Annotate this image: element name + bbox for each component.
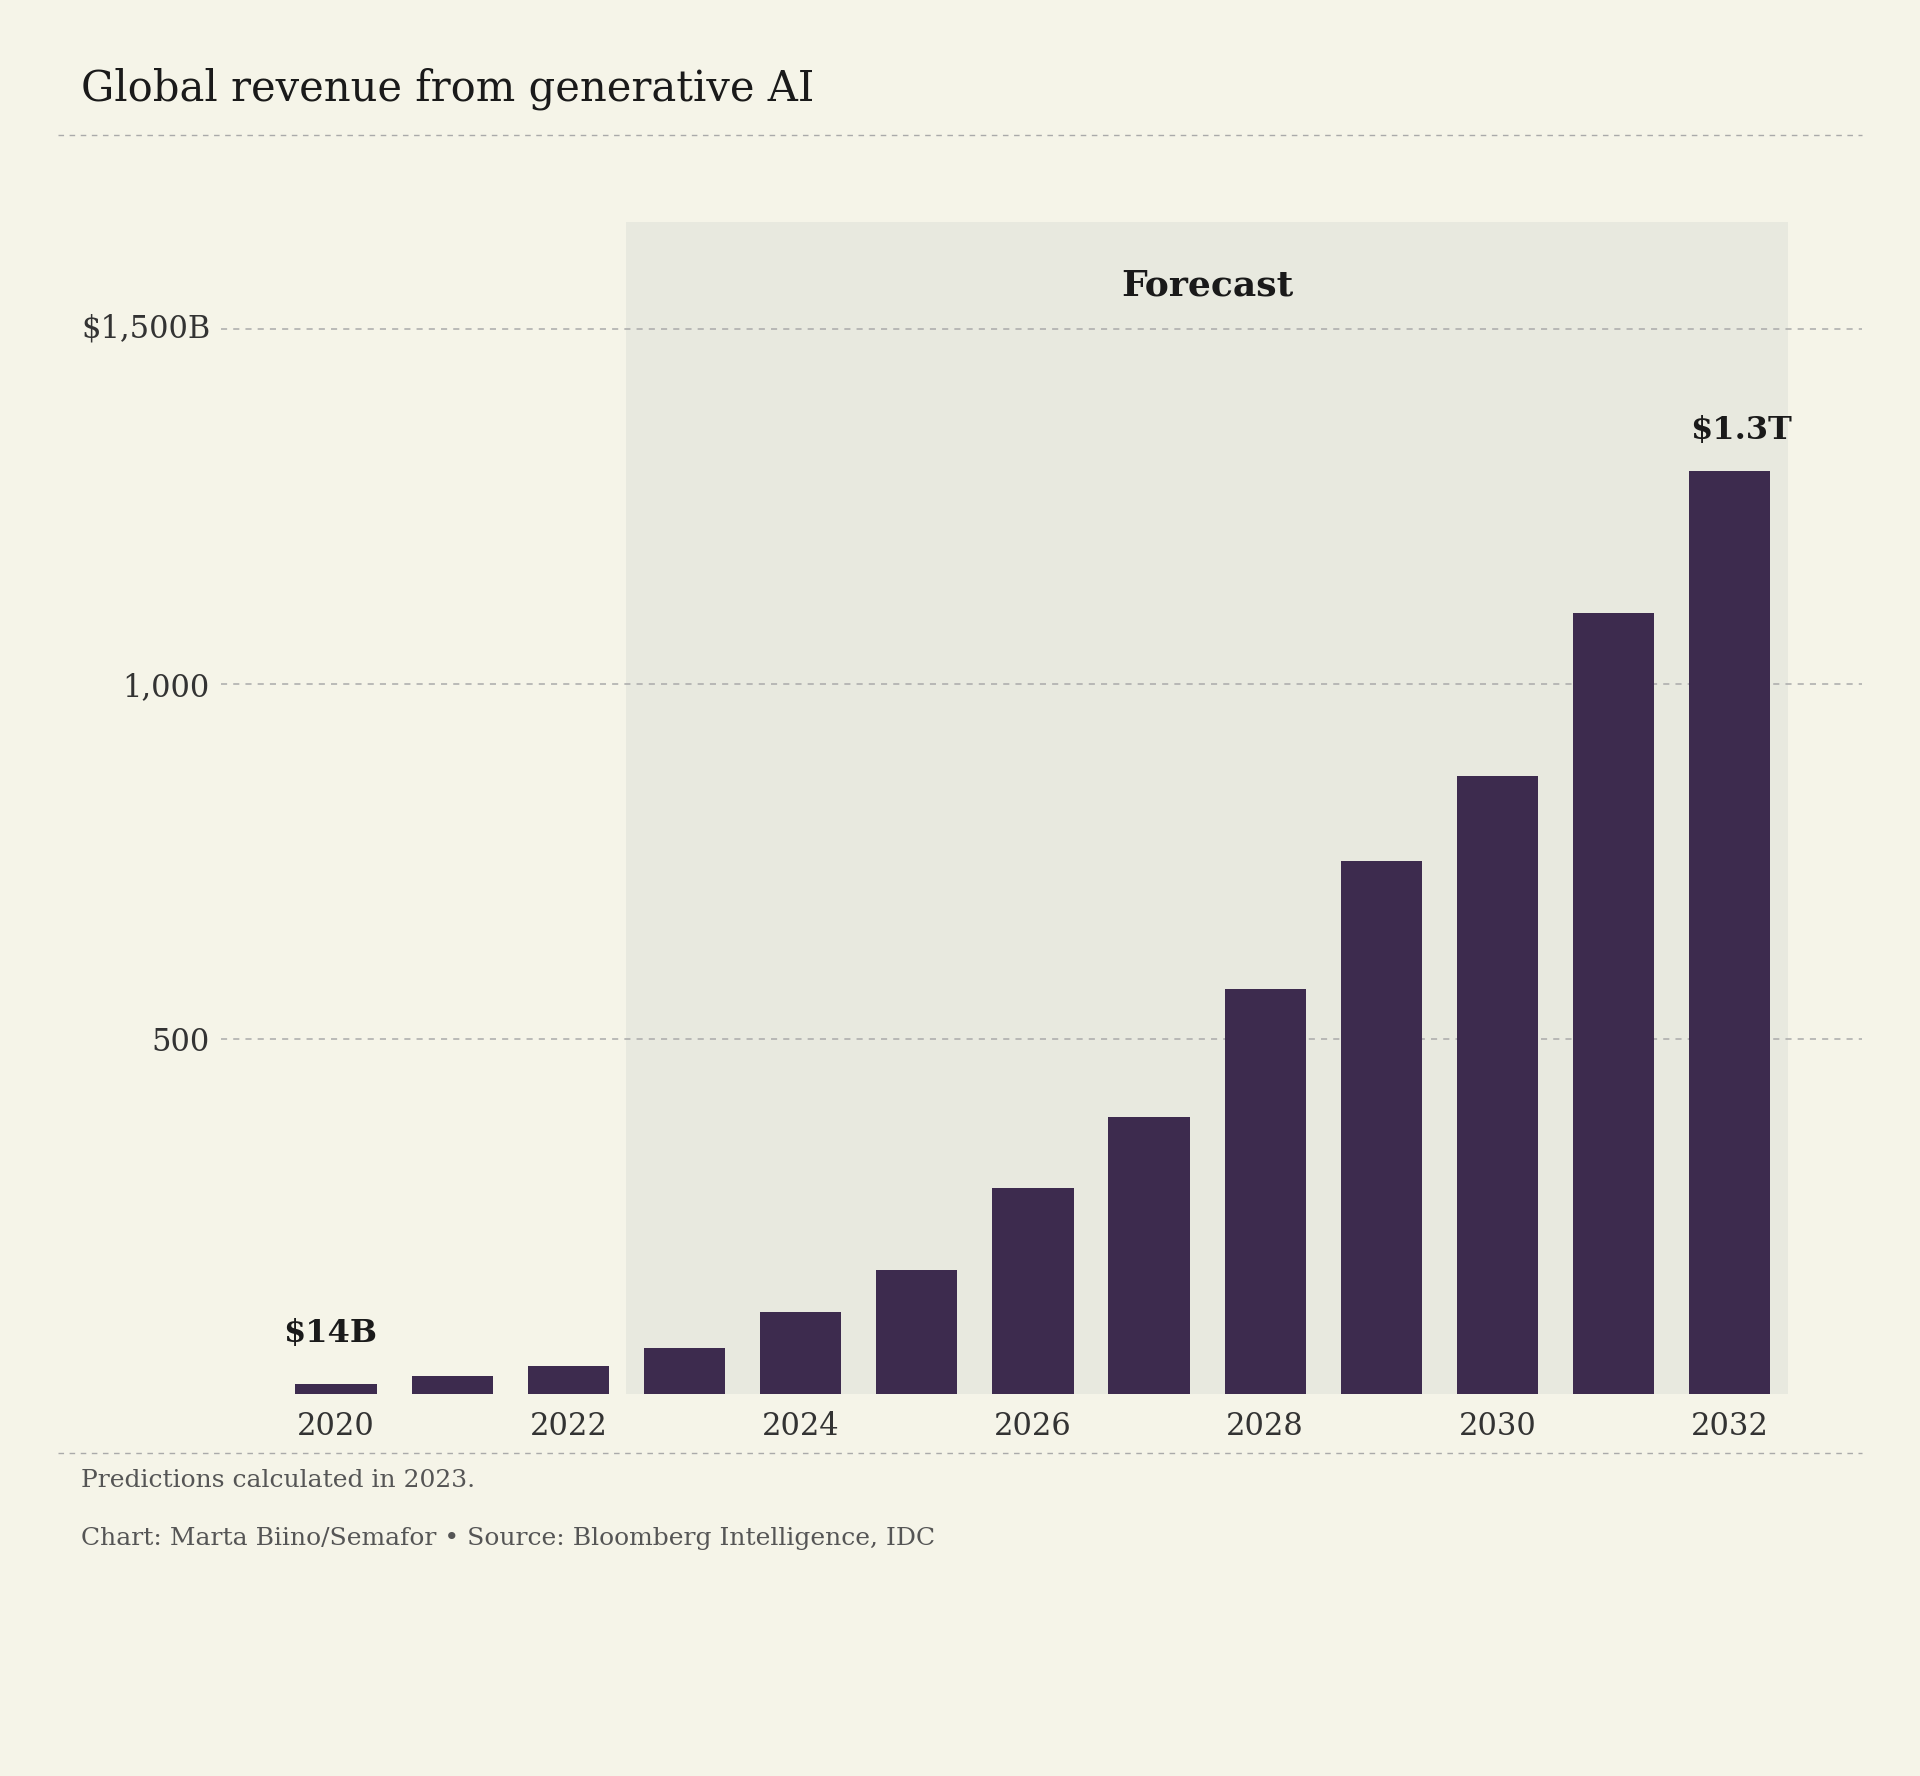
Bar	[528, 1366, 609, 1394]
Bar	[643, 1348, 726, 1394]
Bar	[296, 1384, 376, 1394]
Bar	[1225, 989, 1306, 1394]
Bar	[876, 1270, 958, 1394]
Bar	[411, 1376, 493, 1394]
Text: Chart: Marta Biino/Semafor • Source: Bloomberg Intelligence, IDC: Chart: Marta Biino/Semafor • Source: Blo…	[81, 1527, 935, 1550]
Text: $14B: $14B	[284, 1318, 376, 1348]
Bar	[1690, 471, 1770, 1394]
Text: $1,500B: $1,500B	[81, 313, 211, 345]
Bar	[1572, 613, 1655, 1394]
Text: SEMAFOR: SEMAFOR	[81, 1675, 305, 1714]
Text: Global revenue from generative AI: Global revenue from generative AI	[81, 67, 814, 110]
Bar	[760, 1312, 841, 1394]
Bar	[626, 222, 1788, 1394]
Text: $1.3T: $1.3T	[1690, 416, 1791, 446]
Bar	[1340, 861, 1423, 1394]
Bar	[1108, 1117, 1190, 1394]
Text: Predictions calculated in 2023.: Predictions calculated in 2023.	[81, 1469, 474, 1492]
Bar	[993, 1188, 1073, 1394]
Text: Forecast: Forecast	[1121, 268, 1294, 304]
Bar	[1457, 776, 1538, 1394]
